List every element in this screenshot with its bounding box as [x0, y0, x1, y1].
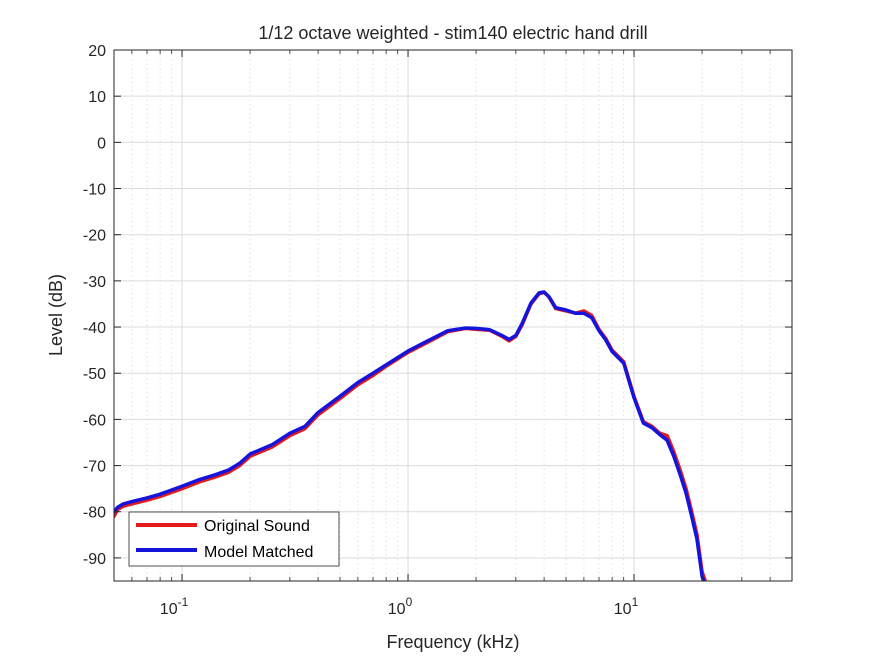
x-tick-label: 100 — [388, 595, 413, 618]
y-tick-label: -10 — [83, 182, 106, 199]
y-tick-label: -60 — [83, 412, 106, 429]
y-tick-label: -90 — [83, 551, 106, 568]
legend-label-model-matched: Model Matched — [204, 544, 313, 561]
y-tick-label: -80 — [83, 505, 106, 522]
legend-label-original-sound: Original Sound — [204, 518, 310, 535]
y-tick-label: -70 — [83, 459, 106, 476]
chart-title: 1/12 octave weighted - stim140 electric … — [258, 23, 647, 43]
x-tick-label: 101 — [614, 595, 639, 618]
y-tick-label: 10 — [88, 89, 106, 106]
series-line-model-matched — [114, 290, 706, 581]
y-axis-label: Level (dB) — [46, 274, 66, 356]
x-tick-label: 10-1 — [160, 595, 189, 618]
plot-area — [114, 50, 792, 581]
y-tick-label: -40 — [83, 320, 106, 337]
ticks: 10-1 100 10120100-10-20-30-40-50-60-70-80-… — [83, 43, 792, 618]
y-tick-label: 0 — [97, 135, 106, 152]
legend-box — [128, 511, 340, 567]
grid — [114, 49, 792, 581]
legend: Original Sound Model Matched — [128, 511, 340, 567]
plot-frame — [113, 49, 793, 582]
series-layer — [114, 290, 708, 581]
y-tick-label: -20 — [83, 228, 106, 245]
x-axis-label: Frequency (kHz) — [386, 632, 519, 652]
y-tick-label: 20 — [88, 43, 106, 60]
y-tick-label: -30 — [83, 274, 106, 291]
y-tick-label: -50 — [83, 366, 106, 383]
